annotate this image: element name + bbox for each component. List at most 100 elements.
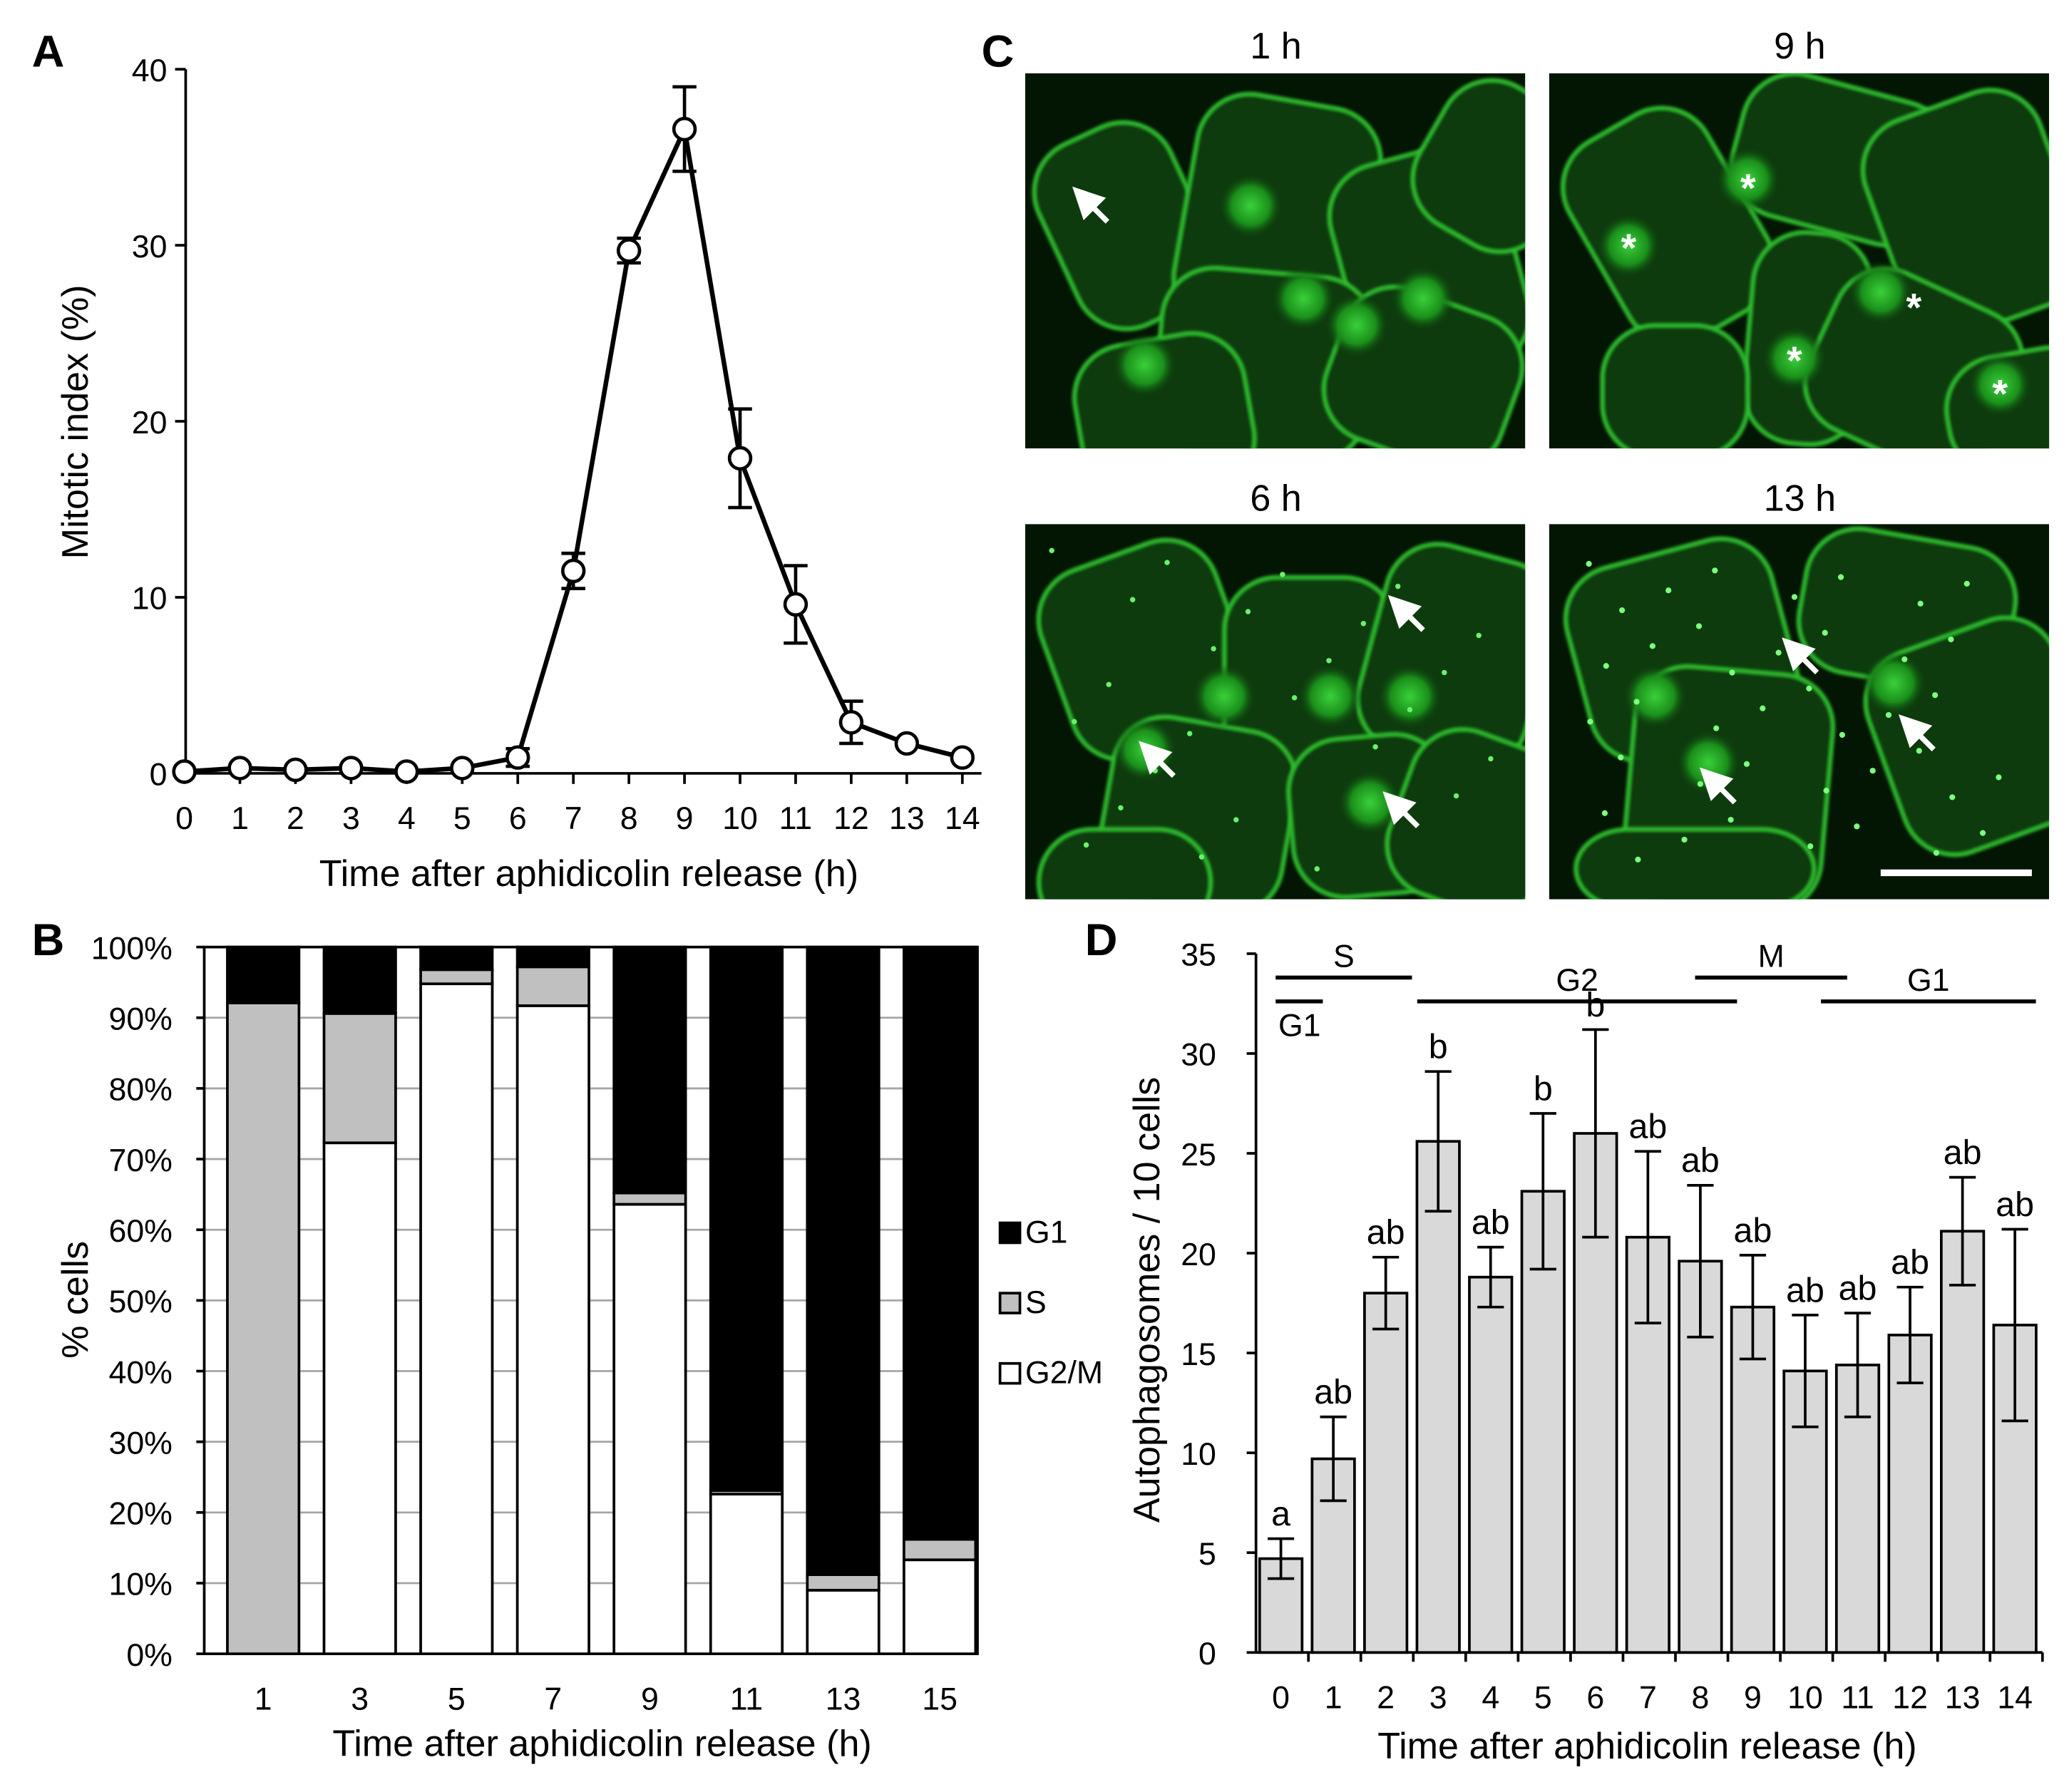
legend-swatch-g2m: [998, 1361, 1022, 1385]
chart-d-x-tick-label: 6: [1586, 1680, 1604, 1715]
chart-a-x-tick-label: 8: [620, 801, 638, 836]
autophagosome-dot: [1635, 856, 1641, 862]
autophagosome-dot: [1932, 692, 1939, 699]
autophagosome-dot: [1979, 830, 1986, 836]
chart-a-x-tick-label: 12: [833, 801, 869, 836]
arrow-icon: [1139, 741, 1176, 778]
micrograph-1h: [1025, 73, 1526, 449]
nucleus: [1325, 293, 1389, 357]
chart-b-y-tick-label: 0%: [126, 1638, 172, 1673]
micrograph-9h: * * * * *: [1549, 73, 2050, 449]
chart-a-y-tick-label: 30: [132, 230, 168, 264]
chart-d-x-tick-label: 9: [1744, 1680, 1762, 1715]
chart-a-data-point: [950, 745, 975, 770]
chart-a-x-tick-label: 9: [676, 801, 694, 836]
chart-b-bar-g1-segment: [806, 945, 881, 1576]
chart-a-data-point: [283, 757, 308, 783]
autophagosome-dot: [1129, 597, 1136, 602]
chart-d-significance-label: ab: [1734, 1211, 1772, 1250]
chart-d-y-tick-label: 5: [1198, 1537, 1216, 1572]
chart-d-significance-label: ab: [1681, 1141, 1720, 1180]
asterisk-icon: *: [1740, 165, 1756, 210]
phase-label-s: S: [1333, 939, 1355, 974]
autophagosome-dot: [1806, 685, 1812, 691]
micrograph-6h: [1025, 524, 1526, 900]
chart-a-x-tick-label: 5: [453, 801, 471, 836]
chart-d-significance-label: b: [1429, 1028, 1448, 1066]
phase-label-g2: G2: [1556, 963, 1598, 998]
chart-a-x-tick-label: 1: [231, 801, 249, 836]
autophagosome-dot: [1488, 756, 1494, 762]
nucleus: [1716, 147, 1780, 212]
nucleus: [1762, 326, 1827, 391]
nucleus: [1849, 260, 1913, 324]
arrow-icon: [1382, 791, 1420, 828]
chart-d-x-tick-label: 2: [1377, 1680, 1395, 1715]
chart-b-bar-g2m-segment: [419, 982, 494, 1655]
micrograph-title-6h: 6 h: [1250, 478, 1301, 520]
legend-swatch-g1: [998, 1221, 1022, 1245]
chart-b-x-tick-label: 5: [448, 1682, 466, 1716]
autophagosome-dot: [1601, 810, 1608, 816]
phase-label-g1: G1: [1278, 1008, 1321, 1043]
chart-b-x-tick-label: 1: [255, 1682, 272, 1716]
legend-swatch-s: [998, 1292, 1022, 1314]
nucleus: [1218, 174, 1283, 238]
chart-b-bar-g1-segment: [709, 945, 784, 1492]
autophagosome-dot: [1743, 761, 1750, 767]
chart-d-xlabel: Time after aphidicolin release (h): [1377, 1726, 1916, 1767]
chart-d-x-tick-label: 5: [1534, 1680, 1552, 1715]
autophagosome-dot: [1152, 768, 1159, 773]
chart-b-bar-s-segment: [806, 1573, 881, 1592]
chart-b-bar-s-segment: [612, 1191, 687, 1206]
chart-a-data-point: [505, 745, 530, 770]
cell-outline: [1036, 827, 1213, 900]
chart-b-bar-s-segment: [322, 1011, 397, 1145]
autophagosome-dot: [1442, 669, 1447, 676]
chart-b-y-tick-label: 20%: [109, 1497, 173, 1532]
autophagosome-dot: [1760, 705, 1766, 711]
chart-d-bar: [1415, 1140, 1461, 1654]
chart-b-x-tick-label: 11: [730, 1682, 763, 1716]
chart-a-data-point: [339, 756, 364, 781]
autophagosome-dot: [1949, 794, 1956, 800]
chart-a-data-point: [172, 759, 197, 784]
autophagosome-dot: [1618, 754, 1624, 761]
chart-d-x-tick-label: 12: [1892, 1680, 1928, 1715]
autophagosome-dot: [1697, 781, 1703, 787]
micrograph-13h: [1549, 524, 2050, 900]
panel-label-a: A: [32, 26, 65, 76]
chart-a-x-tick-label: 3: [342, 801, 360, 836]
chart-a-data-point: [227, 756, 252, 781]
nucleus: [1298, 664, 1362, 728]
autophagosome-dot: [1729, 669, 1735, 676]
chart-a-ylabel: Mitotic index (%): [55, 285, 96, 560]
asterisk-icon: *: [1787, 338, 1802, 383]
chart-b-y-tick-label: 30%: [109, 1426, 173, 1461]
chart-b-x-tick-label: 13: [826, 1682, 861, 1716]
chart-d-x-tick-label: 11: [1841, 1680, 1874, 1715]
cell-outline: [1410, 78, 1526, 254]
chart-b-bar-g2m-segment: [515, 1004, 590, 1655]
autophagosome-dot: [1775, 649, 1782, 656]
autophagosome-dot: [1917, 600, 1924, 607]
autophagosome-dot: [1587, 719, 1593, 725]
chart-d-bar: [1468, 1275, 1514, 1654]
nucleus: [1112, 333, 1177, 397]
autophagosome-dot: [1665, 587, 1672, 594]
chart-d-bar: [1887, 1334, 1933, 1654]
chart-a-series-line: [184, 121, 963, 774]
chart-d-x-tick-label: 1: [1325, 1680, 1342, 1715]
chart-d-y-tick-label: 25: [1181, 1138, 1216, 1173]
chart-b-bar-s-segment: [515, 965, 590, 1007]
micrograph-title-1h: 1 h: [1250, 26, 1301, 67]
autophagosome-dot: [1901, 656, 1908, 663]
chart-d-bar: [1520, 1190, 1566, 1654]
chart-a-xlabel: Time after aphidicolin release (h): [319, 853, 858, 895]
chart-b-bar-g2m-segment: [322, 1141, 397, 1655]
mitotic-index-line-chart: Mitotic index (%) Time after aphidicolin…: [55, 53, 982, 895]
autophagosome-dot: [1948, 636, 1954, 643]
phase-label-g1: G1: [1907, 963, 1950, 998]
chart-b-bar-g1-segment: [226, 945, 301, 1004]
